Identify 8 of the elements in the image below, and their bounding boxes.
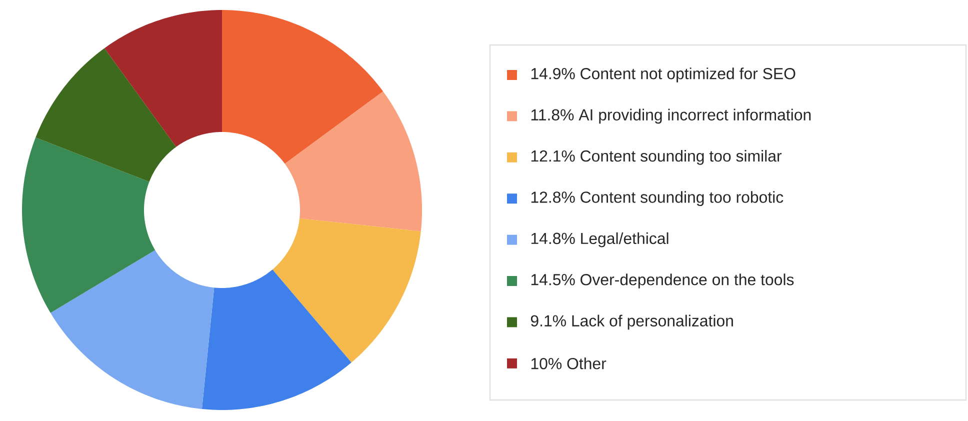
legend-label: 10% Other xyxy=(531,358,606,370)
legend-label: 14.9% Content not optimized for SEO xyxy=(531,68,796,82)
legend-label: 12.8% Content sounding too robotic xyxy=(531,191,784,206)
legend-label: 11.8% AI providing incorrect information xyxy=(531,108,811,124)
legend-label: 9.1% Lack of personalization xyxy=(530,314,733,330)
legend-label: 14.8% Legal/ethical xyxy=(531,232,668,248)
legend-label: 12.1% Content sounding too similar xyxy=(531,150,782,165)
legend-label: 14.5% Over-dependence on the tools xyxy=(531,274,794,288)
